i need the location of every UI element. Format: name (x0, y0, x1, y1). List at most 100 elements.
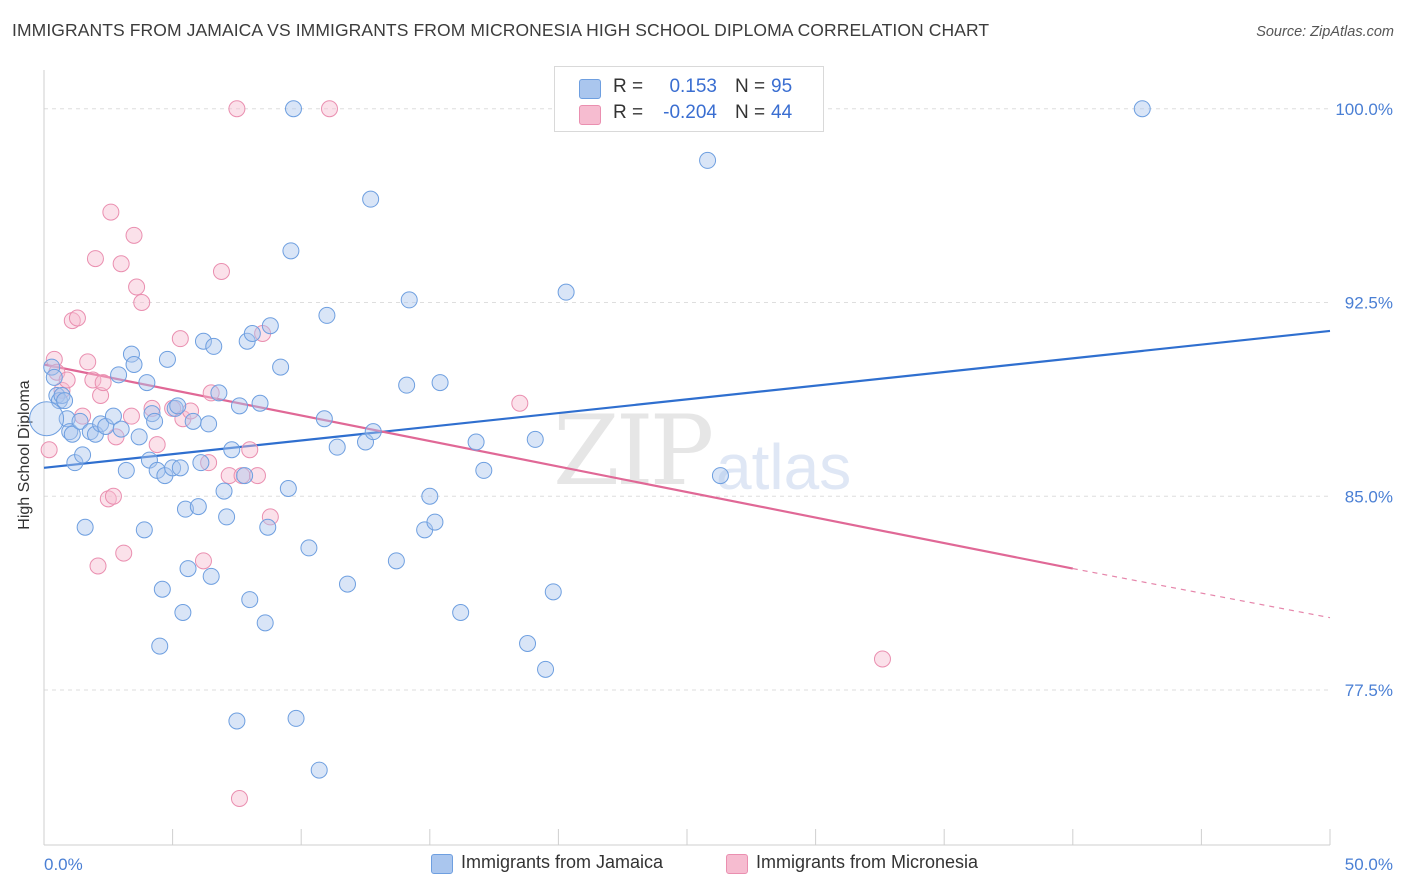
jamaica-point (125, 356, 143, 373)
jamaica-point (45, 368, 63, 386)
jamaica-point (318, 306, 336, 324)
jamaica-point (53, 387, 71, 404)
r-label: R = (613, 102, 644, 123)
micronesia-point (89, 557, 107, 575)
n-value: 44 (771, 102, 793, 123)
jamaica-point (421, 487, 439, 505)
jamaica-point (205, 337, 223, 355)
micronesia-trend-extension (1072, 567, 1331, 619)
y-tick-label: 85.0% (1345, 487, 1393, 506)
y-tick-label: 77.5% (1345, 681, 1393, 700)
micronesia-point (148, 436, 166, 454)
micronesia-point (128, 278, 146, 296)
jamaica-point (74, 446, 92, 464)
micronesia-point (112, 255, 130, 273)
jamaica-point (110, 366, 128, 384)
micronesia-point (68, 309, 86, 327)
axes (43, 70, 1331, 846)
jamaica-point (452, 604, 470, 621)
jamaica-point (92, 415, 110, 433)
jamaica-point (176, 500, 194, 518)
jamaica-point (200, 415, 218, 433)
micronesia-point (133, 294, 151, 311)
correlation-stats-box: R = 0.153 N = 95 R = -0.204 N = 44 (554, 66, 824, 132)
jamaica-point (151, 637, 169, 655)
jamaica-point (153, 580, 171, 598)
jamaica-point (261, 317, 279, 335)
jamaica-point (202, 567, 220, 585)
micronesia-point (102, 203, 120, 221)
micronesia-point (220, 467, 238, 485)
micronesia-point (230, 790, 248, 807)
jamaica-point (194, 332, 212, 350)
micronesia-point (53, 381, 71, 399)
jamaica-point (310, 761, 328, 779)
y-tick-label: 92.5% (1345, 294, 1393, 313)
jamaica-point (241, 591, 259, 609)
jamaica-point (475, 461, 493, 479)
jamaica-point (362, 190, 380, 208)
jamaica-point (43, 358, 61, 376)
jamaica-point (210, 384, 228, 402)
micronesia-swatch (579, 105, 601, 125)
micronesia-point (104, 487, 122, 505)
x-tick-label: 50.0% (1345, 855, 1393, 874)
n-label: N = (735, 76, 766, 97)
jamaica-point (711, 467, 729, 485)
jamaica-point (215, 482, 233, 500)
jamaica-point (218, 508, 236, 526)
jamaica-point (243, 325, 261, 342)
jamaica-point (112, 420, 130, 438)
micronesia-point (261, 508, 279, 526)
jamaica-point (519, 635, 537, 652)
jamaica-point (544, 583, 562, 601)
jamaica-point (431, 374, 449, 392)
jamaica-point (1133, 100, 1151, 118)
r-label: R = (613, 76, 644, 97)
chart-title: IMMIGRANTS FROM JAMAICA VS IMMIGRANTS FR… (12, 20, 990, 40)
jamaica-point (135, 521, 153, 539)
micronesia-point (873, 650, 891, 668)
jamaica-point (256, 614, 274, 632)
jamaica-point (228, 712, 246, 730)
x-tick-label: 0.0% (44, 855, 83, 874)
jamaica-point (467, 433, 485, 451)
jamaica-point (71, 412, 89, 430)
jamaica-point (338, 575, 356, 593)
micronesia-point (99, 490, 117, 508)
micronesia-point (40, 441, 58, 459)
jamaica-point (117, 461, 135, 479)
jamaica-point (284, 100, 302, 118)
micronesia-point (228, 100, 246, 118)
watermark-atlas: atlas (716, 431, 852, 503)
jamaica-point (230, 397, 248, 415)
jamaica-point (130, 428, 148, 446)
tick-labels: 77.5% 85.0% 92.5% 100.0% 0.0% 50.0% (44, 100, 1393, 874)
jamaica-point (61, 423, 79, 441)
jamaica-point (259, 518, 277, 536)
micronesia-point (320, 100, 338, 118)
jamaica-point (158, 350, 176, 368)
micronesia-point (84, 371, 102, 389)
jamaica-point (29, 401, 65, 437)
micronesia-point (241, 441, 259, 459)
jamaica-point (251, 394, 269, 412)
jamaica-point (174, 604, 192, 621)
legend-jamaica-label: Immigrants from Jamaica (461, 852, 664, 872)
jamaica-point (282, 242, 300, 260)
jamaica-point (699, 151, 717, 169)
jamaica-point (184, 412, 202, 430)
jamaica-point (287, 709, 305, 727)
jamaica-point (315, 410, 333, 428)
micronesia-point (94, 374, 112, 392)
jamaica-point (328, 438, 346, 456)
jamaica-point (63, 425, 81, 443)
jamaica-point (104, 407, 122, 425)
micronesia-point (86, 250, 104, 268)
micronesia-point (125, 226, 143, 244)
micronesia-trend-line (43, 363, 1074, 570)
jamaica-point (300, 539, 318, 557)
trend-lines (43, 329, 1331, 619)
jamaica-point (166, 399, 184, 417)
micronesia-point (63, 312, 81, 330)
